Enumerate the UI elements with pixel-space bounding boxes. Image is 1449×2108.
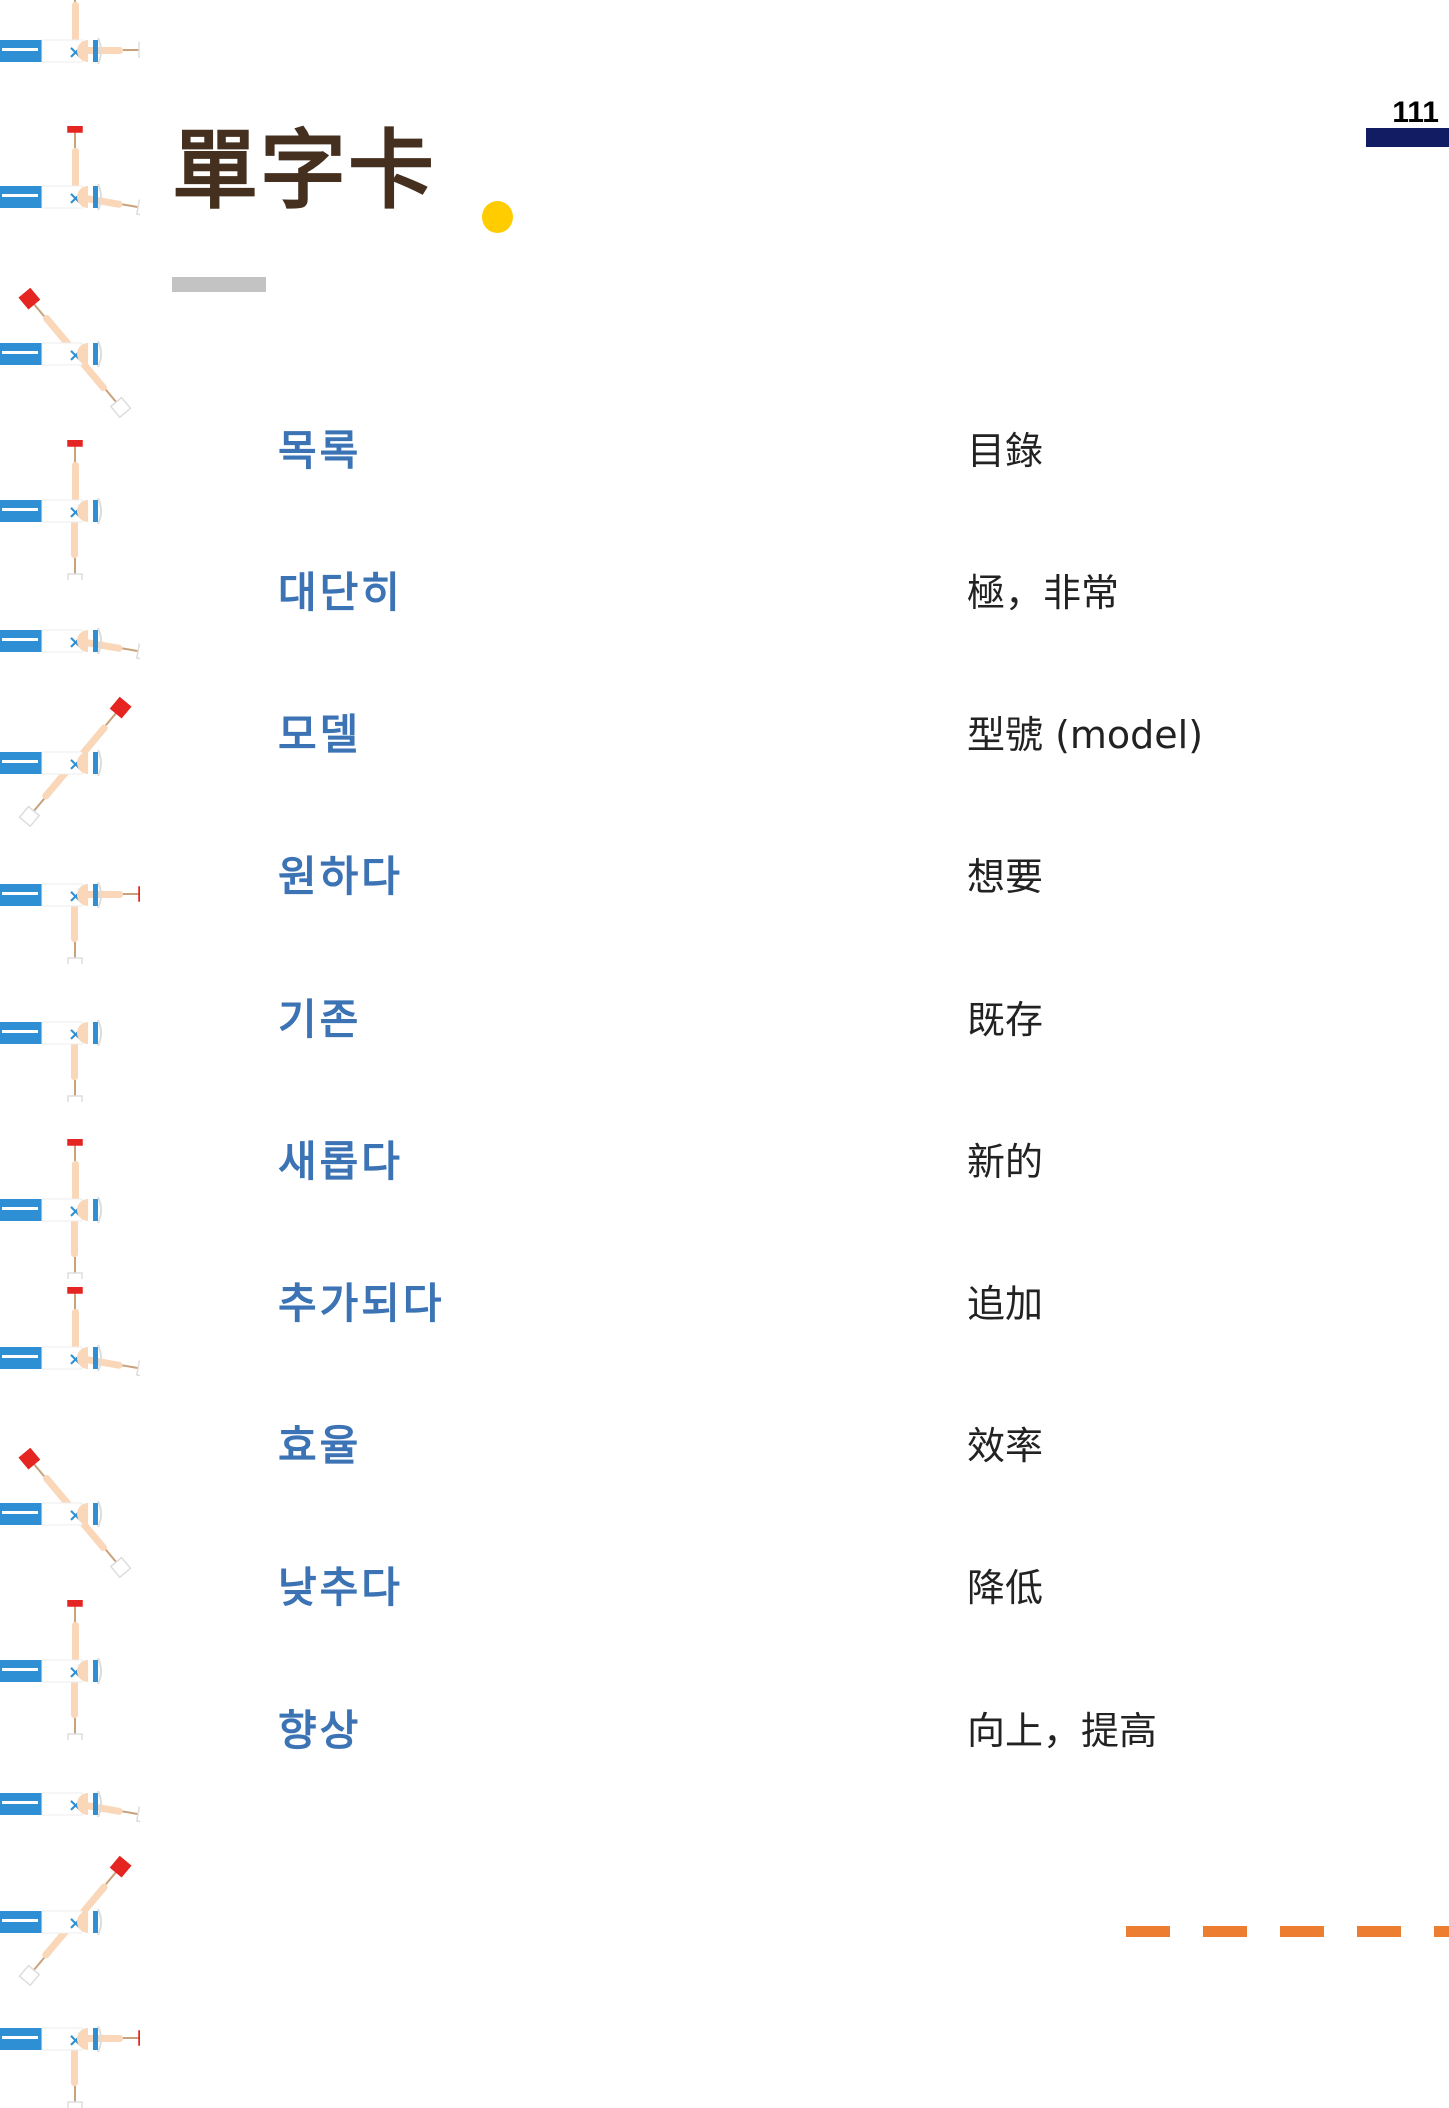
vocab-row: 낮추다 降低 — [0, 1558, 1449, 1618]
vocab-row: 모델 型號 (model) — [0, 705, 1449, 765]
semaphore-figure-icon: × — [0, 287, 132, 419]
semaphore-figure-icon: × — [0, 126, 140, 218]
semaphore-figure-icon: × — [0, 440, 102, 580]
korean-word: 기존 — [278, 995, 362, 1044]
chinese-meaning: 極，非常 — [967, 571, 1120, 615]
vocab-row: 효율 效率 — [0, 1416, 1449, 1476]
semaphore-figure-icon: × — [0, 2025, 140, 2108]
chinese-meaning: 既存 — [967, 998, 1044, 1042]
semaphore-figure-icon: × — [0, 1447, 132, 1579]
chinese-meaning: 向上，提高 — [967, 1709, 1158, 1753]
page-title: 單字卡 — [172, 121, 436, 221]
korean-word: 원하다 — [278, 852, 403, 901]
semaphore-figure-icon: × — [0, 0, 140, 65]
korean-word: 낮추다 — [278, 1563, 403, 1612]
korean-word: 대단히 — [278, 568, 403, 617]
chinese-meaning: 追加 — [967, 1282, 1044, 1326]
chinese-meaning: 型號 (model) — [967, 713, 1204, 757]
semaphore-figure-icon: × — [0, 1600, 102, 1740]
chinese-meaning: 新的 — [967, 1140, 1044, 1184]
chinese-meaning: 降低 — [967, 1566, 1044, 1610]
semaphore-figure-icon: × — [0, 1790, 140, 1825]
vocab-row: 추가되다 追加 — [0, 1274, 1449, 1334]
korean-word: 향상 — [278, 1706, 362, 1755]
korean-word: 새롭다 — [278, 1137, 403, 1186]
vocab-row: 기존 既存 — [0, 990, 1449, 1050]
korean-word: 추가되다 — [278, 1279, 445, 1328]
vocab-row: 향상 向上，提高 — [0, 1701, 1449, 1761]
orange-dashed-line — [1126, 1926, 1449, 1937]
title-underline — [172, 277, 266, 292]
vocab-row: 원하다 想要 — [0, 847, 1449, 907]
vocab-row: 목록 目錄 — [0, 421, 1449, 481]
chinese-meaning: 效率 — [967, 1424, 1044, 1468]
vocab-row: 새롭다 新的 — [0, 1132, 1449, 1192]
semaphore-figure-icon: × — [0, 1019, 102, 1102]
semaphore-figure-icon: × — [0, 1287, 140, 1379]
korean-word: 효율 — [278, 1421, 362, 1470]
chinese-meaning: 目錄 — [967, 429, 1044, 473]
page-number: 111 — [1392, 96, 1439, 129]
page-number-bar — [1366, 128, 1449, 147]
vocab-row: 대단히 極，非常 — [0, 563, 1449, 623]
semaphore-figure-icon: × — [0, 696, 132, 828]
chinese-meaning: 想要 — [967, 855, 1044, 899]
korean-word: 모델 — [278, 710, 362, 759]
semaphore-figure-icon: × — [0, 1139, 102, 1279]
accent-dot — [482, 201, 513, 233]
semaphore-figure-icon: × — [0, 881, 140, 964]
semaphore-figure-icon: × — [0, 1855, 132, 1987]
korean-word: 목록 — [278, 426, 362, 475]
semaphore-figure-icon: × — [0, 627, 140, 662]
